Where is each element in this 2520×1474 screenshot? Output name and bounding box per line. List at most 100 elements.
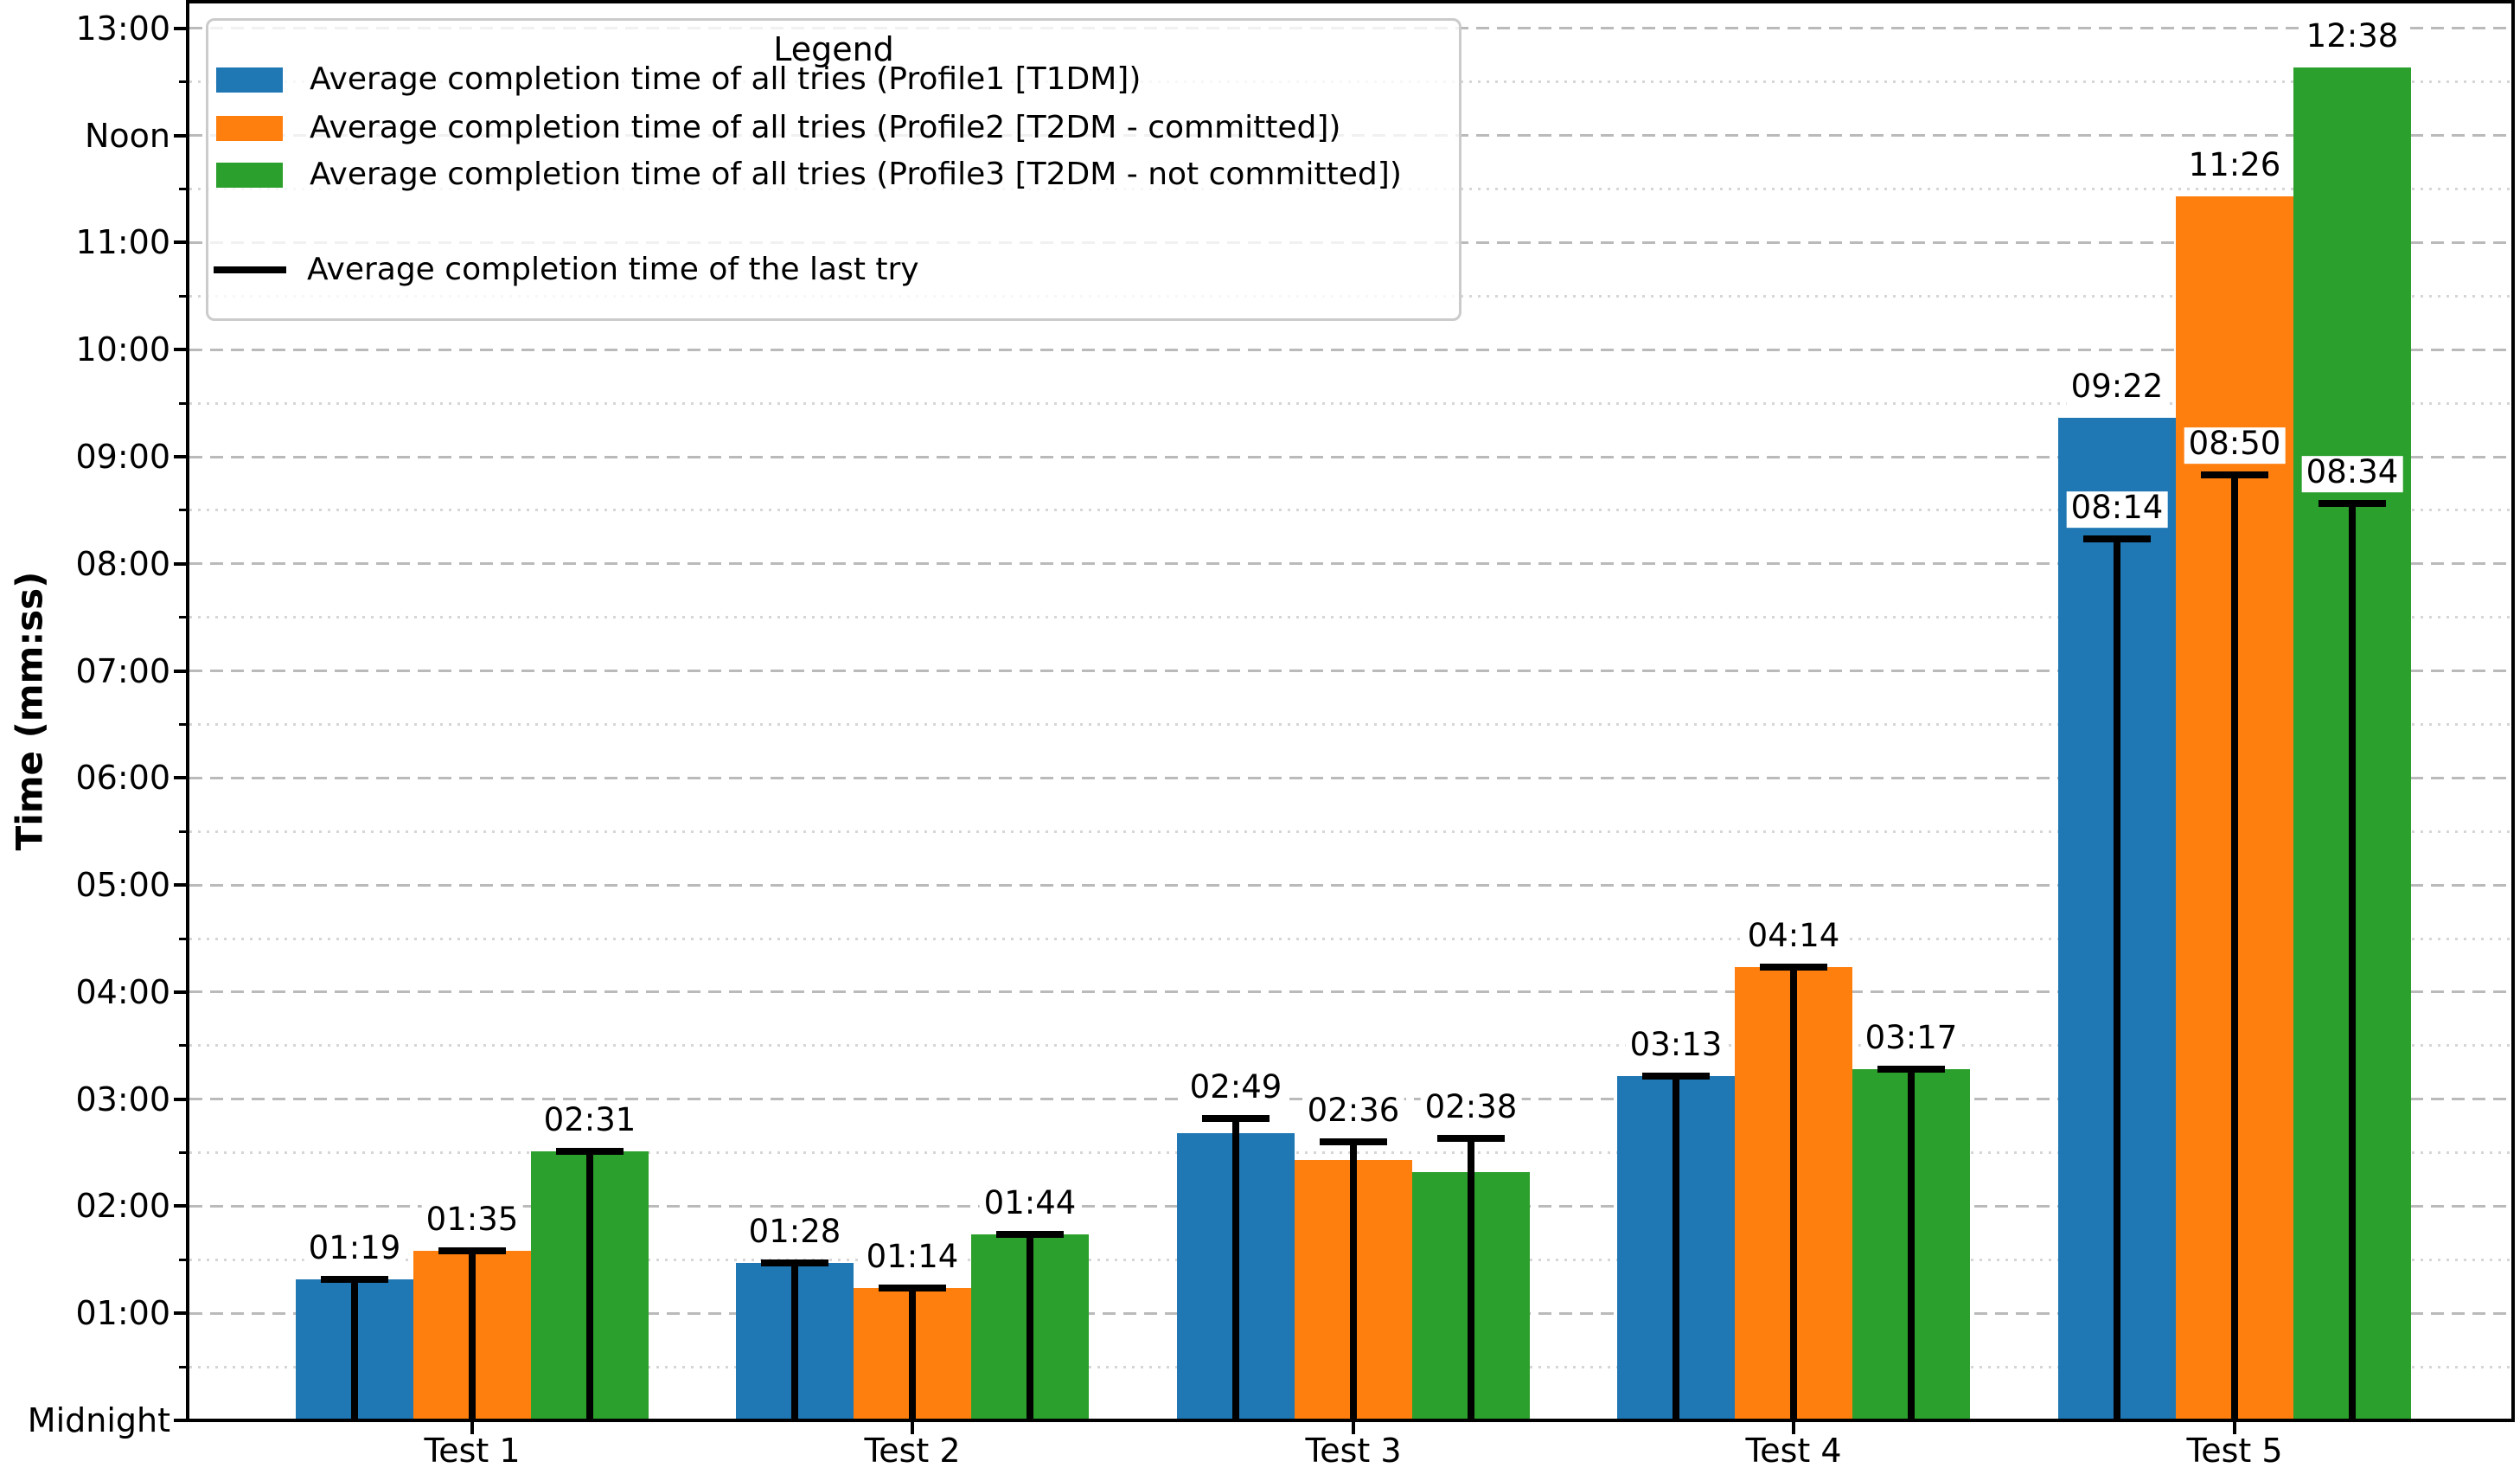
y-tick-label: 13:00 xyxy=(75,9,170,48)
last-try-cap-test-5-profile3 xyxy=(2319,499,2386,507)
last-try-value-label: 02:49 xyxy=(1185,1071,1287,1108)
gridline-major xyxy=(189,562,2511,566)
last-try-line-test-2-profile3 xyxy=(1027,1234,1033,1419)
y-minor-tick xyxy=(179,1365,186,1368)
last-try-line-test-2-profile2 xyxy=(909,1288,916,1419)
last-try-line-test-2-profile1 xyxy=(791,1263,798,1419)
last-try-value-label: 08:34 xyxy=(2301,455,2403,492)
bar-value-label: 11:26 xyxy=(2184,148,2286,185)
last-try-cap-test-5-profile2 xyxy=(2201,471,2268,478)
y-major-tick xyxy=(174,1097,186,1101)
gridline-major xyxy=(189,776,2511,779)
last-try-cap-test-4-profile3 xyxy=(1877,1065,1945,1073)
y-tick-label: 08:00 xyxy=(75,544,170,583)
x-tick-label: Test 5 xyxy=(2186,1432,2283,1470)
y-tick-label: 05:00 xyxy=(75,866,170,905)
y-tick-label: Noon xyxy=(84,116,170,155)
last-try-value-label: 02:31 xyxy=(539,1103,641,1140)
last-try-cap-test-3-profile3 xyxy=(1437,1135,1505,1143)
y-minor-tick xyxy=(179,1258,186,1261)
last-try-line-test-3-profile2 xyxy=(1350,1142,1357,1419)
legend-swatch-profile1-icon xyxy=(216,67,283,93)
last-try-value-label: 01:14 xyxy=(861,1240,963,1278)
x-tick-label: Test 2 xyxy=(864,1432,961,1470)
legend-swatch-profile3-icon xyxy=(216,162,283,188)
last-try-line-test-4-profile1 xyxy=(1673,1075,1679,1419)
y-minor-tick xyxy=(179,294,186,298)
last-try-line-test-4-profile3 xyxy=(1908,1068,1915,1419)
last-try-cap-test-2-profile2 xyxy=(879,1285,946,1292)
gridline-minor xyxy=(189,1044,2511,1048)
y-minor-tick xyxy=(179,722,186,726)
y-minor-tick xyxy=(179,1151,186,1155)
last-try-value-label: 03:17 xyxy=(1860,1021,1962,1058)
last-try-value-label: 04:14 xyxy=(1743,919,1845,957)
legend-title: Legend xyxy=(773,30,894,68)
y-tick-label: 10:00 xyxy=(75,330,170,369)
legend-item-profile3: Average completion time of all tries (Pr… xyxy=(216,159,1402,190)
y-major-tick xyxy=(174,669,186,673)
y-major-tick xyxy=(174,133,186,138)
last-try-value-label: 08:50 xyxy=(2184,426,2286,464)
last-try-line-test-1-profile3 xyxy=(586,1150,593,1419)
y-tick-label: 09:00 xyxy=(75,438,170,477)
last-try-value-label: 01:28 xyxy=(744,1215,846,1253)
last-try-value-label: 01:44 xyxy=(979,1187,1081,1224)
gridline-minor xyxy=(189,830,2511,833)
gridline-minor xyxy=(189,722,2511,726)
y-minor-tick xyxy=(179,509,186,512)
last-try-value-label: 02:36 xyxy=(1302,1093,1404,1131)
bar-value-label: 09:22 xyxy=(2066,369,2168,407)
gridline-major xyxy=(189,883,2511,887)
y-major-tick xyxy=(174,1311,186,1316)
y-tick-label: 03:00 xyxy=(75,1080,170,1118)
last-try-value-label: 01:19 xyxy=(304,1231,406,1269)
legend-line-swatch-icon xyxy=(214,266,286,273)
y-major-tick xyxy=(174,348,186,352)
last-try-cap-test-5-profile1 xyxy=(2083,535,2151,542)
y-tick-label: 01:00 xyxy=(75,1294,170,1333)
last-try-value-label: 03:13 xyxy=(1625,1028,1727,1065)
legend-label-profile2: Average completion time of all tries (Pr… xyxy=(310,110,1341,145)
y-minor-tick xyxy=(179,937,186,940)
gridline-major xyxy=(189,990,2511,994)
x-major-tick xyxy=(470,1422,474,1434)
last-try-line-test-5-profile2 xyxy=(2231,474,2238,1419)
y-major-tick xyxy=(174,776,186,780)
x-major-tick xyxy=(1352,1422,1355,1434)
x-tick-label: Test 1 xyxy=(424,1432,521,1470)
legend-item-last-try: Average completion time of the last try xyxy=(214,254,919,285)
y-major-tick xyxy=(174,455,186,459)
last-try-line-test-3-profile3 xyxy=(1468,1138,1474,1419)
y-major-tick xyxy=(174,883,186,888)
last-try-value-label: 01:35 xyxy=(421,1202,523,1240)
gridline-major xyxy=(189,348,2511,351)
last-try-cap-test-2-profile1 xyxy=(761,1259,828,1267)
x-major-tick xyxy=(2233,1422,2236,1434)
y-tick-label: 06:00 xyxy=(75,759,170,798)
x-major-tick xyxy=(911,1422,914,1434)
last-try-line-test-1-profile1 xyxy=(351,1279,358,1419)
legend-item-profile2: Average completion time of all tries (Pr… xyxy=(216,112,1340,144)
y-tick-label: 11:00 xyxy=(75,223,170,262)
last-try-cap-test-3-profile2 xyxy=(1320,1138,1387,1146)
y-minor-tick xyxy=(179,401,186,405)
y-minor-tick xyxy=(179,188,186,191)
gridline-major xyxy=(189,670,2511,673)
last-try-line-test-3-profile1 xyxy=(1232,1118,1239,1419)
legend-swatch-profile2-icon xyxy=(216,115,283,141)
last-try-cap-test-4-profile1 xyxy=(1642,1072,1710,1080)
bar-value-label: 12:38 xyxy=(2301,20,2403,57)
y-tick-label: Midnight xyxy=(27,1401,170,1439)
legend-label-profile1: Average completion time of all tries (Pr… xyxy=(310,61,1142,97)
last-try-cap-test-1-profile3 xyxy=(556,1147,624,1155)
legend: Legend Average completion time of all tr… xyxy=(206,18,1461,321)
last-try-cap-test-2-profile3 xyxy=(996,1231,1064,1239)
y-tick-label: 07:00 xyxy=(75,651,170,690)
legend-label-last-try: Average completion time of the last try xyxy=(307,252,919,287)
legend-item-profile1: Average completion time of all tries (Pr… xyxy=(216,64,1141,95)
x-tick-label: Test 3 xyxy=(1305,1432,1402,1470)
last-try-cap-test-1-profile2 xyxy=(438,1247,506,1255)
y-major-tick xyxy=(174,1419,186,1422)
